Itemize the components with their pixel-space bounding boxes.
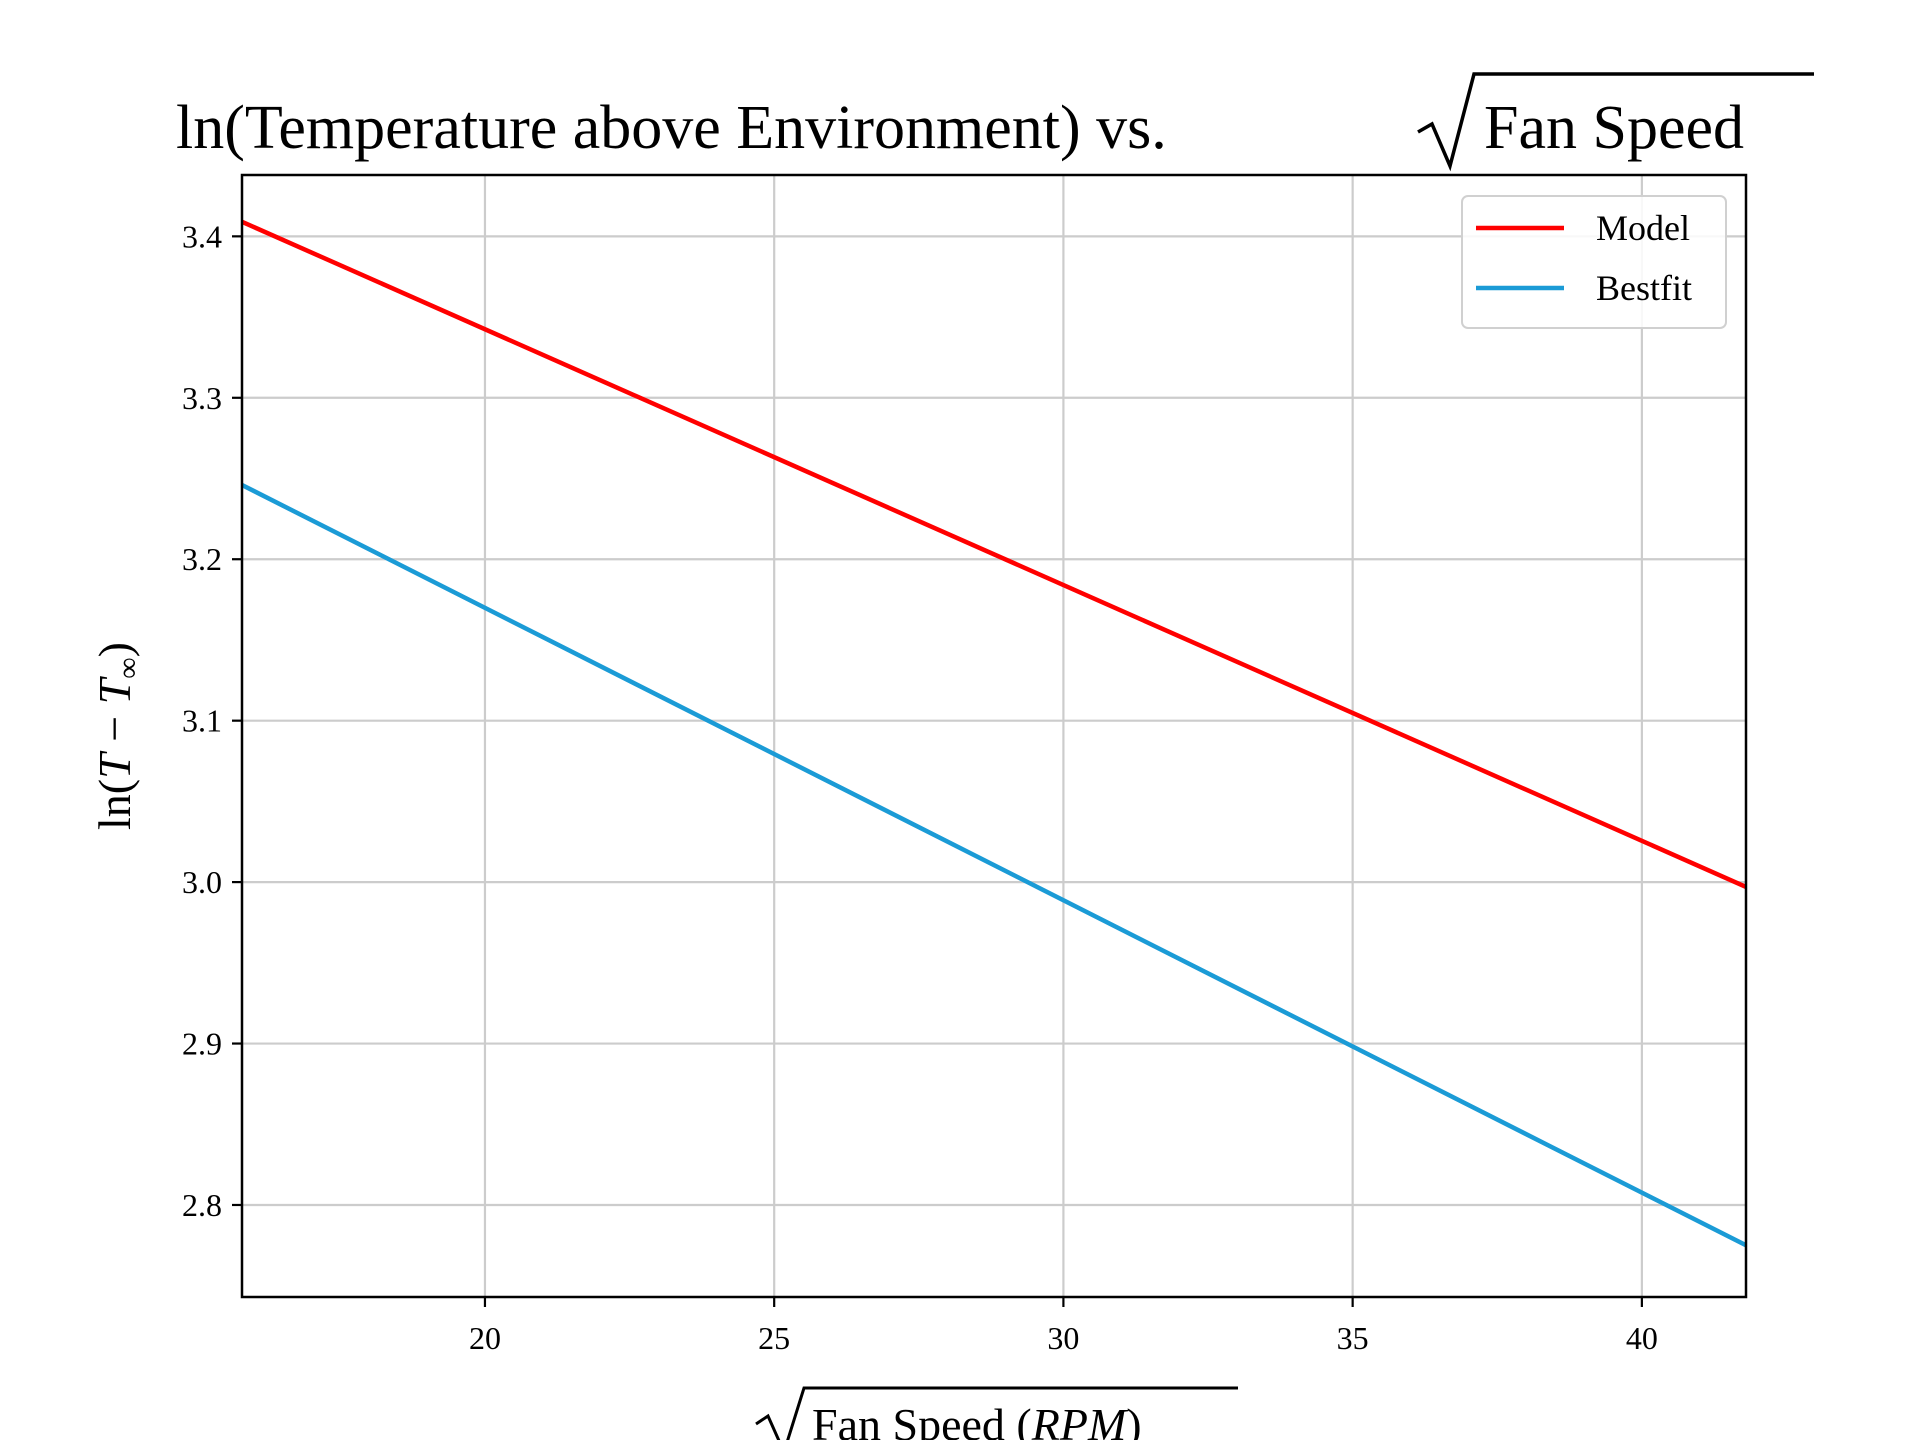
x-tick-label: 30 xyxy=(1047,1320,1079,1356)
y-axis-label: ln(T − T∞) xyxy=(89,642,145,830)
x-axis: 20 25 30 35 40 xyxy=(469,1297,1658,1356)
series-line-model xyxy=(241,219,1747,889)
y-tick-label: 2.8 xyxy=(182,1187,222,1223)
chart-title: ln(Temperature above Environment) vs. Fa… xyxy=(176,72,1814,172)
y-axis: 2.8 2.9 3.0 3.1 3.2 3.3 3.4 xyxy=(182,218,242,1223)
x-tick-label: 35 xyxy=(1337,1320,1369,1356)
y-axis-label-close: ) xyxy=(89,642,140,657)
legend-label-model: Model xyxy=(1596,208,1690,248)
chart-title-radicand: Fan Speed xyxy=(1484,94,1744,162)
y-tick-label: 3.4 xyxy=(182,218,222,254)
series-line-bestfit xyxy=(240,482,1748,1248)
y-axis-label-t1: T xyxy=(89,750,140,779)
x-tick-label: 25 xyxy=(758,1320,790,1356)
plot-frame xyxy=(240,173,1748,1299)
title-sqrt-sign xyxy=(1417,72,1814,172)
y-axis-label-sub: ∞ xyxy=(112,657,145,678)
x-axis-label-close: ) xyxy=(1126,1399,1141,1440)
legend-label-bestfit: Bestfit xyxy=(1596,268,1692,308)
x-axis-label: Fan Speed (RPM) xyxy=(755,1386,1238,1440)
series-layer xyxy=(240,219,1748,1248)
y-tick-label: 3.1 xyxy=(182,703,222,739)
xlabel-sqrt-sign xyxy=(755,1386,1238,1440)
x-axis-label-unit: RPM xyxy=(1031,1399,1129,1440)
y-tick-label: 3.0 xyxy=(182,864,222,900)
y-axis-label-prefix: ln( xyxy=(89,779,140,830)
y-tick-label: 2.9 xyxy=(182,1026,222,1062)
legend: Model Bestfit xyxy=(1461,195,1727,329)
x-tick-label: 40 xyxy=(1626,1320,1658,1356)
y-tick-label: 3.3 xyxy=(182,380,222,416)
chart-title-text: ln(Temperature above Environment) vs. xyxy=(176,94,1167,162)
y-axis-label-t2: T xyxy=(89,675,140,704)
x-axis-label-radicand: Fan Speed ( xyxy=(812,1399,1032,1440)
x-tick-label: 20 xyxy=(469,1320,501,1356)
x-axis-label-text: Fan Speed (RPM) xyxy=(812,1399,1142,1440)
y-tick-label: 3.2 xyxy=(182,541,222,577)
y-axis-label-minus: − xyxy=(89,704,140,753)
